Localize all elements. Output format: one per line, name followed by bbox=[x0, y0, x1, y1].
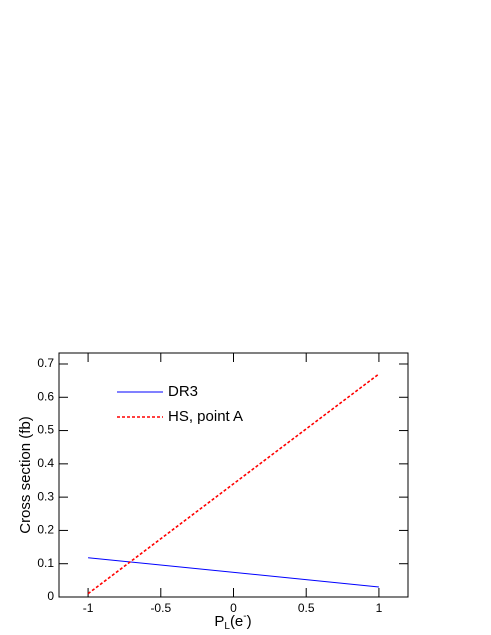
y-tick-label: 0.2 bbox=[37, 523, 54, 537]
x-axis-label: PL(e-) bbox=[214, 611, 251, 632]
y-tick-label: 0.3 bbox=[37, 489, 54, 503]
x-tick-label: 0 bbox=[230, 601, 237, 615]
y-tick-label: 0.7 bbox=[37, 356, 54, 370]
y-tick-label: 0.1 bbox=[37, 556, 54, 570]
y-tick-label: 0.6 bbox=[37, 389, 54, 403]
x-tick-label: -1 bbox=[83, 601, 94, 615]
legend-label: HS, point A bbox=[168, 408, 243, 425]
x-tick-label: 0.5 bbox=[298, 601, 315, 615]
series-line bbox=[88, 557, 379, 588]
y-axis-label: Cross section (fb) bbox=[17, 416, 34, 534]
legend-label: DR3 bbox=[168, 383, 198, 400]
x-tick-label: -0.5 bbox=[150, 601, 171, 615]
series-line bbox=[87, 373, 380, 595]
y-tick-label: 0 bbox=[47, 589, 54, 603]
y-tick-label: 0.4 bbox=[37, 456, 54, 470]
y-tick-label: 0.5 bbox=[37, 423, 54, 437]
x-tick-label: 1 bbox=[376, 601, 383, 615]
